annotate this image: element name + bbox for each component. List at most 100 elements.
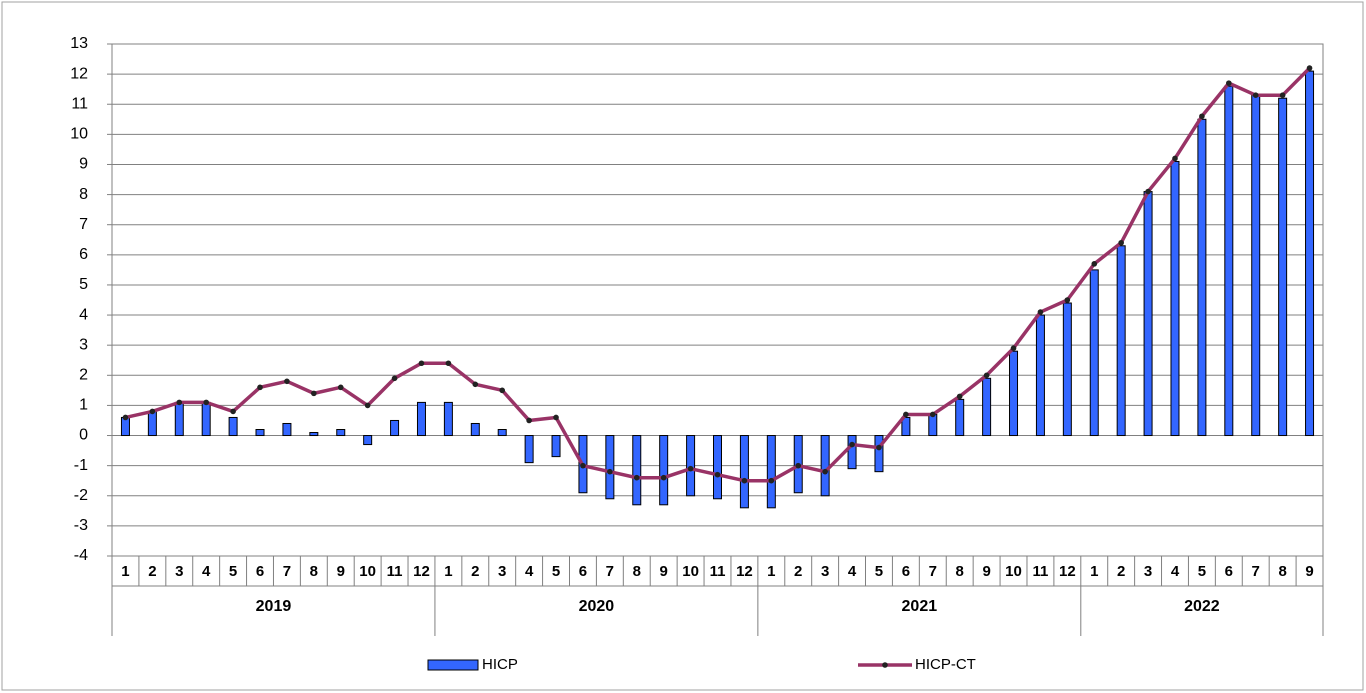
x-tick-label: 1 [121,563,129,580]
x-tick-label: 9 [660,563,668,580]
line-marker [284,378,290,385]
y-tick-label: 12 [70,65,88,82]
line-marker [580,462,586,469]
bar [632,435,642,506]
bar [605,435,615,500]
bar [390,419,400,437]
x-tick-label: 12 [413,563,430,580]
x-tick-label: 4 [202,563,211,580]
bar [982,377,992,437]
line-marker [795,462,802,469]
x-tick-label: 8 [310,563,318,580]
bar [1251,94,1261,437]
y-tick-label: 11 [71,95,88,112]
line-marker [122,414,129,421]
bar [309,432,319,437]
y-tick-label: 13 [70,35,88,52]
bar [847,435,857,470]
x-tick-label: 3 [1144,563,1152,580]
y-tick-label: 1 [79,397,88,414]
y-tick-label: 5 [79,276,88,293]
bar [363,435,373,446]
bar [470,422,480,437]
bar [1009,350,1019,437]
line-marker [983,372,990,379]
line-marker [257,384,263,391]
y-tick-label: 2 [79,367,88,384]
x-tick-label: 7 [606,563,614,580]
line-marker [1118,239,1124,246]
bar [1224,85,1234,437]
bar [1116,245,1126,437]
line-marker [176,399,183,406]
x-tick-label: 9 [982,563,990,580]
bar [336,429,346,437]
line-marker [768,477,775,484]
bar [551,435,561,458]
bar [255,429,265,437]
x-tick-label: 5 [875,563,883,580]
bar [228,416,238,437]
y-tick-label: -3 [74,517,88,534]
legend-marker [882,662,888,668]
x-tick-label: 10 [682,563,699,580]
year-label: 2019 [256,598,292,615]
y-tick-label: 6 [79,246,88,263]
y-tick-label: 0 [79,427,88,444]
x-tick-label: 1 [1090,563,1098,580]
y-tick-label: 7 [79,216,88,233]
line-marker [633,474,640,481]
line-marker [526,417,532,424]
y-tick-label: 10 [70,126,88,143]
line-marker [1010,345,1017,351]
x-tick-label: 4 [1171,563,1180,580]
x-tick-label: 1 [767,563,775,580]
x-tick-label: 6 [256,563,264,580]
x-tick-label: 9 [337,563,345,580]
line-marker [364,402,371,409]
x-tick-label: 7 [283,563,291,580]
bar [524,435,534,464]
line-marker [1199,113,1205,120]
x-tick-label: 5 [552,563,560,580]
x-tick-label: 9 [1305,563,1313,580]
bar [874,435,884,473]
bar [1143,191,1153,437]
x-tick-label: 10 [1005,563,1022,580]
line-marker [849,441,855,448]
x-tick-label: 11 [387,563,403,580]
bar [1170,160,1180,437]
bar [1197,118,1207,437]
line-marker [660,474,667,481]
bar [443,401,453,437]
y-tick-label: -2 [74,487,88,504]
bar [282,422,292,437]
bar [1305,70,1315,437]
x-tick-label: 6 [579,563,587,580]
bar [766,435,776,509]
bar [1035,314,1045,437]
year-label: 2020 [579,598,615,615]
bar [739,435,749,509]
bar [1089,269,1099,437]
line-marker [1252,92,1259,98]
x-tick-label: 3 [175,563,183,580]
x-tick-label: 7 [929,563,937,580]
x-tick-label: 11 [1033,563,1049,580]
line-marker [1279,92,1286,98]
line-marker [553,414,559,421]
year-label: 2021 [902,598,938,615]
y-tick-label: 4 [79,306,88,323]
line-marker [472,381,479,388]
bar [659,435,669,506]
line-marker [418,360,425,367]
line-marker [230,408,236,415]
x-tick-label: 5 [1198,563,1206,580]
bar [1062,302,1072,437]
x-tick-label: 4 [525,563,534,580]
line-marker [822,468,828,475]
legend-swatch [427,659,479,671]
bar [174,401,184,437]
x-tick-label: 3 [821,563,829,580]
